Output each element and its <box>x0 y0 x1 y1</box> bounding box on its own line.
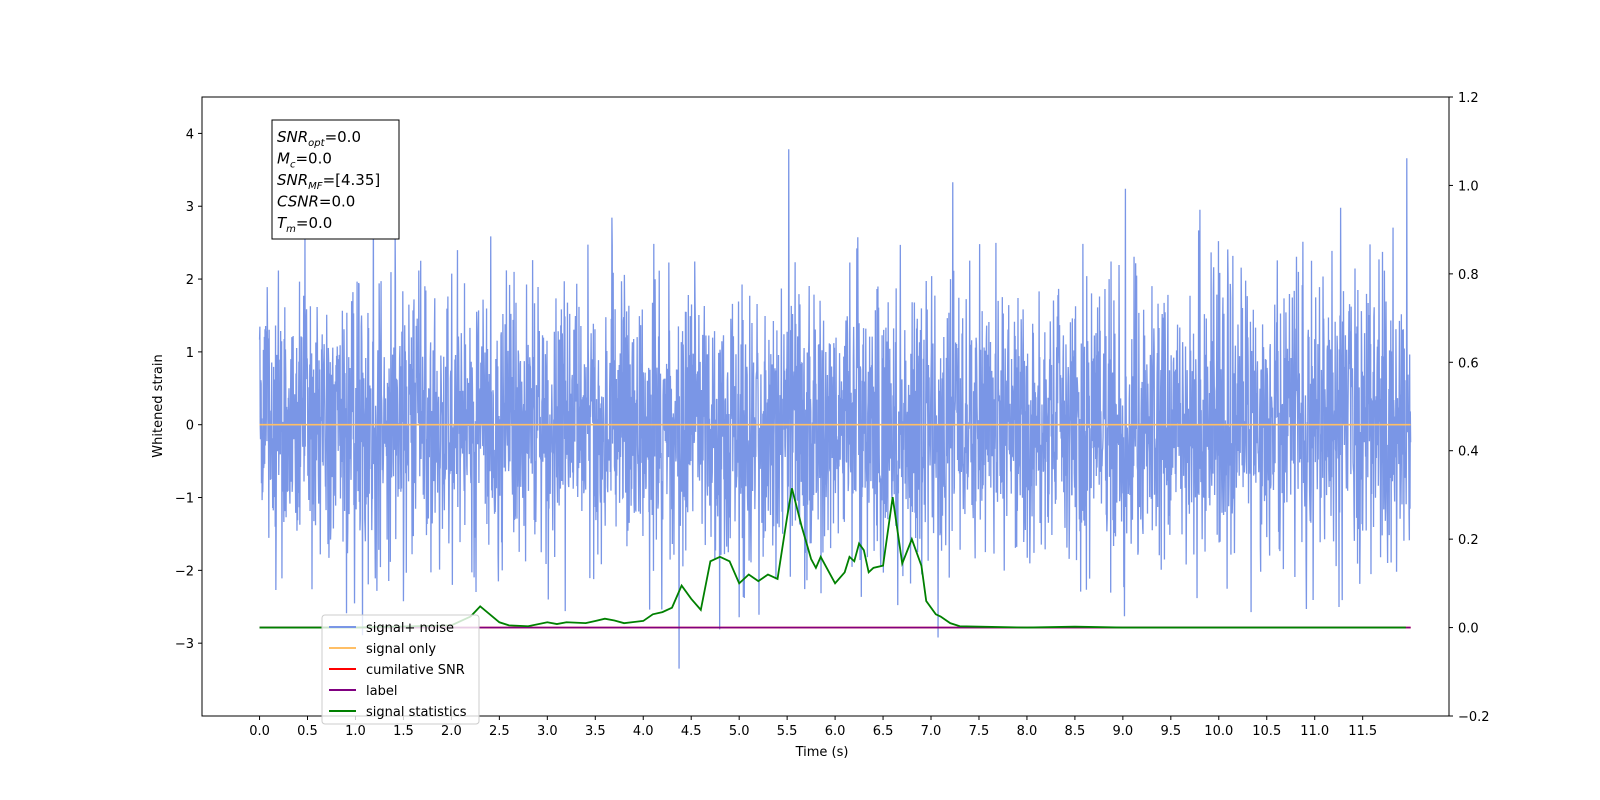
x-axis-label: Time (s) <box>795 745 849 760</box>
legend: signal+ noise signal only cumilative SNR la… <box>321 614 480 725</box>
info-box-line: Tm=0.0 <box>277 214 332 235</box>
info-box-line: Mc=0.0 <box>277 150 332 171</box>
x-tick-label: 9.0 <box>1113 724 1134 739</box>
plot-area <box>258 149 1412 669</box>
y-axis-left: 4 3 2 1 0 −1 −2 −3 <box>175 127 202 652</box>
y2-tick-label: 1.0 <box>1458 179 1479 194</box>
y2-tick-label: 0.8 <box>1458 268 1479 283</box>
x-tick-label: 3.5 <box>585 724 606 739</box>
x-tick-label: 5.0 <box>729 724 750 739</box>
y-tick-label: 2 <box>186 273 194 288</box>
x-tick-label: 6.5 <box>873 724 894 739</box>
x-tick-label: 11.0 <box>1300 724 1329 739</box>
x-tick-label: 0.5 <box>297 724 318 739</box>
x-tick-label: 2.0 <box>441 724 462 739</box>
x-tick-label: 7.5 <box>969 724 990 739</box>
x-tick-label: 7.0 <box>921 724 942 739</box>
x-tick-label: 8.0 <box>1017 724 1038 739</box>
x-tick-label: 10.0 <box>1204 724 1233 739</box>
y-axis-right: 1.2 1.0 0.8 0.6 0.4 0.2 0.0 −0.2 <box>1449 91 1490 725</box>
series-signal-statistics <box>259 488 1406 629</box>
y-tick-label: 0 <box>186 419 194 434</box>
y2-tick-label: −0.2 <box>1458 710 1490 725</box>
y2-tick-label: 0.2 <box>1458 533 1479 548</box>
y2-tick-label: 1.2 <box>1458 91 1479 106</box>
y2-tick-label: 0.6 <box>1458 356 1479 371</box>
x-tick-label: 4.5 <box>681 724 702 739</box>
y-tick-label: −1 <box>175 492 194 507</box>
y-tick-label: −3 <box>175 637 194 652</box>
info-box-line: SNRMF=[4.35] <box>277 171 380 192</box>
legend-entry-label: signal+ noise <box>366 621 454 636</box>
x-tick-label: 8.5 <box>1065 724 1086 739</box>
info-box-frame <box>271 119 400 240</box>
x-tick-label: 1.0 <box>345 724 366 739</box>
x-axis: 0.0 0.5 1.0 1.5 2.0 2.5 3.0 3.5 4.0 4.5 5.0 5.5 6.0 6… <box>249 716 1377 739</box>
y-tick-label: −2 <box>175 564 194 579</box>
legend-frame <box>321 614 480 725</box>
legend-entry-label: cumilative SNR <box>366 663 465 678</box>
x-tick-label: 1.5 <box>393 724 414 739</box>
axes-frame <box>201 96 1450 717</box>
x-tick-label: 6.0 <box>825 724 846 739</box>
legend-entry-label: signal statistics <box>366 705 467 720</box>
x-tick-label: 10.5 <box>1252 724 1281 739</box>
y2-tick-label: 0.0 <box>1458 622 1479 637</box>
y-axis-label: Whitened strain <box>151 354 166 457</box>
y-tick-label: 3 <box>186 200 194 215</box>
legend-entry-label: label <box>366 684 397 699</box>
x-tick-label: 3.0 <box>537 724 558 739</box>
x-tick-label: 0.0 <box>249 724 270 739</box>
y2-tick-label: 0.4 <box>1458 445 1479 460</box>
y-tick-label: 1 <box>186 346 194 361</box>
x-tick-label: 5.5 <box>777 724 798 739</box>
x-tick-label: 2.5 <box>489 724 510 739</box>
x-tick-label: 9.5 <box>1160 724 1181 739</box>
x-tick-label: 11.5 <box>1348 724 1377 739</box>
info-box-line: CSNR=0.0 <box>277 193 355 211</box>
x-tick-label: 4.0 <box>633 724 654 739</box>
y-tick-label: 4 <box>186 127 194 142</box>
legend-entry-label: signal only <box>366 642 436 657</box>
info-box-line: SNRopt=0.0 <box>277 128 361 149</box>
series-signal-plus-noise <box>258 149 1412 669</box>
